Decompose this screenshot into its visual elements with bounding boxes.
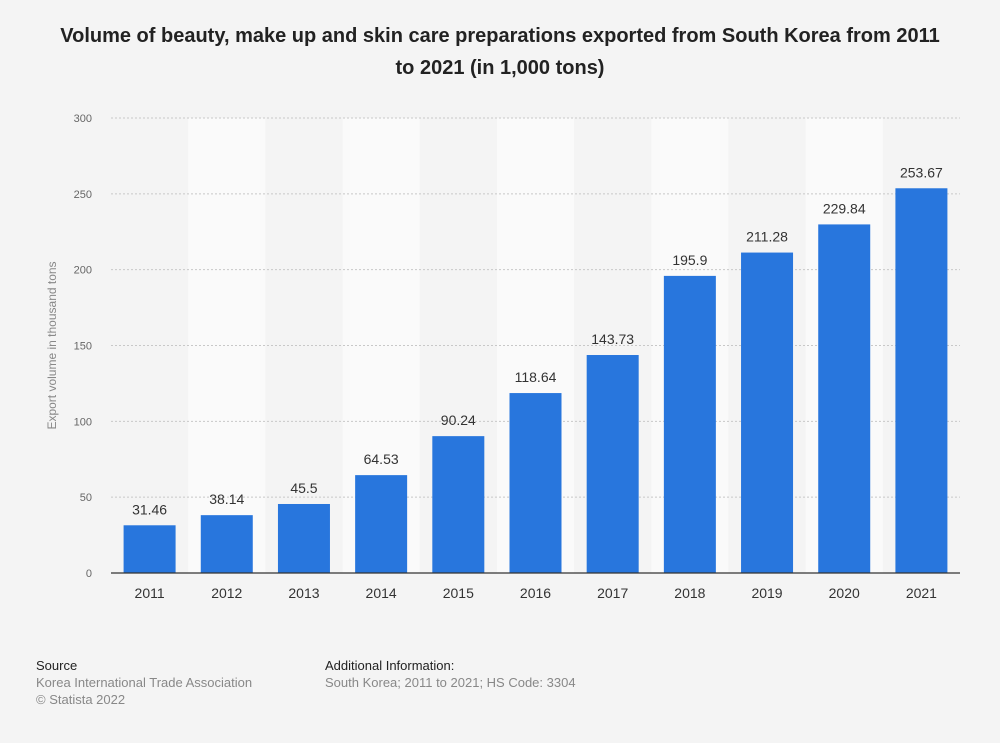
y-tick-label: 100	[74, 416, 92, 428]
bar-value-label: 211.28	[746, 229, 788, 245]
x-tick-label: 2012	[211, 585, 242, 601]
bar	[741, 252, 794, 574]
y-tick-label: 50	[80, 492, 92, 504]
x-tick-label: 2014	[366, 585, 397, 601]
source-line: Korea International Trade Association	[36, 675, 253, 690]
bar	[200, 515, 253, 573]
data-labels: 31.46 38.14 45.5 64.53 90.24 118.64 143.73 195.…	[132, 164, 943, 517]
y-axis-label: Export volume in thousand tons	[45, 261, 59, 429]
x-tick-label: 2017	[597, 585, 628, 601]
bar-value-label: 90.24	[441, 412, 476, 428]
bar-value-label: 253.67	[900, 164, 943, 180]
additional-info-heading: Additional Information:	[325, 658, 455, 673]
y-tick-label: 250	[74, 189, 92, 201]
bar	[355, 475, 408, 573]
chart-title: Volume of beauty, make up and skin care …	[60, 25, 940, 79]
y-tick-label: 200	[74, 265, 92, 277]
additional-info-block: Additional Information: South Korea; 201…	[325, 657, 576, 691]
bar	[277, 503, 330, 573]
x-tick-label: 2013	[288, 585, 319, 601]
x-tick-label: 2015	[443, 585, 474, 601]
bar-value-label: 45.5	[290, 480, 317, 496]
bar	[818, 224, 871, 573]
bars	[123, 188, 948, 574]
y-tick-label: 0	[86, 568, 92, 580]
bar-value-label: 64.53	[364, 451, 399, 467]
bar-value-label: 31.46	[132, 501, 167, 517]
y-axis-ticks: 0 50 100 150 200 250 300	[74, 113, 92, 580]
y-tick-label: 150	[74, 341, 92, 353]
additional-info-line: South Korea; 2011 to 2021; HS Code: 3304	[325, 675, 576, 690]
bar-value-label: 38.14	[209, 491, 244, 507]
bar	[663, 275, 716, 573]
bar	[432, 436, 485, 573]
source-block: Source Korea International Trade Associa…	[36, 657, 252, 708]
x-tick-label: 2019	[751, 585, 782, 601]
bar-value-label: 229.84	[823, 200, 866, 216]
x-tick-label: 2016	[520, 585, 551, 601]
bar	[123, 525, 176, 573]
bar	[509, 393, 562, 573]
bar	[895, 188, 948, 574]
x-tick-label: 2020	[829, 585, 860, 601]
copyright-line: © Statista 2022	[36, 692, 126, 707]
x-tick-label: 2011	[135, 585, 165, 601]
bar	[586, 355, 639, 573]
y-tick-label: 300	[74, 113, 92, 125]
x-axis-ticks: 2011 2012 2013 2014 2015 2016 2017 2018 2019 2020…	[135, 585, 938, 601]
bar-value-label: 118.64	[515, 369, 557, 385]
x-tick-label: 2018	[674, 585, 705, 601]
bar-value-label: 195.9	[672, 252, 707, 268]
source-heading: Source	[36, 658, 78, 673]
x-tick-label: 2021	[906, 585, 937, 601]
bar-value-label: 143.73	[591, 331, 634, 347]
